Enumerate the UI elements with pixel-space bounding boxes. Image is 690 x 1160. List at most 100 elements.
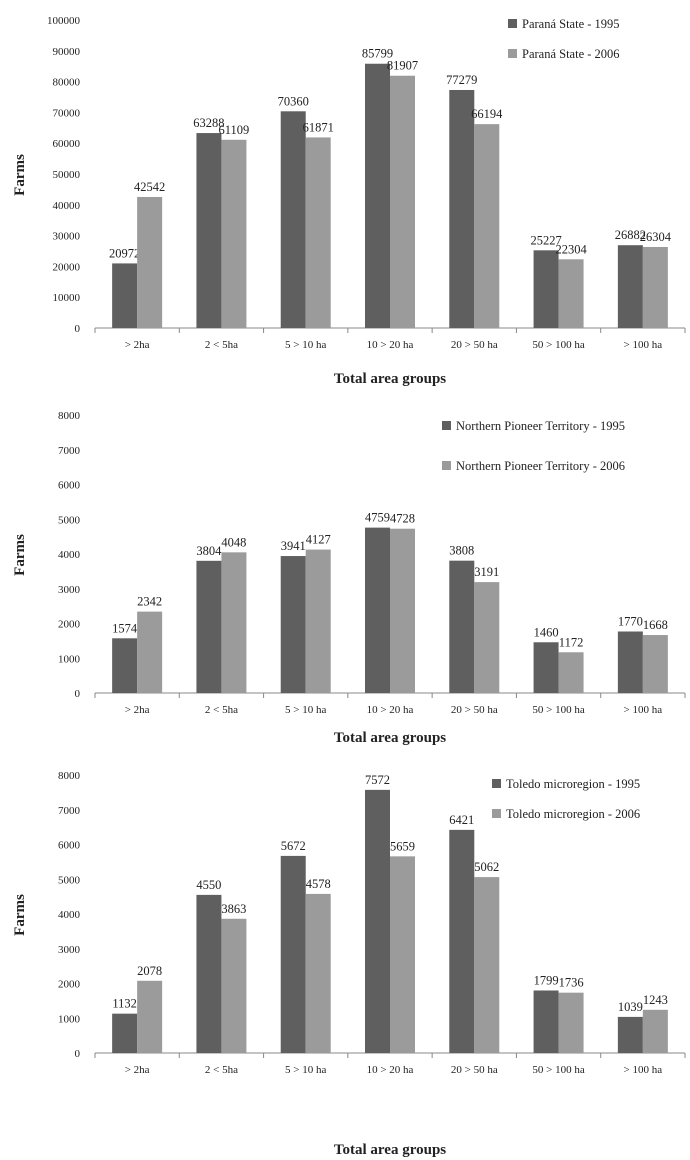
y-axis-title: Farms [12,534,28,576]
x-tick-label: > 100 ha [624,339,663,351]
x-tick-label: 10 > 20 ha [367,339,414,351]
data-label: 85799 [362,47,393,61]
bar [221,139,247,328]
legend-label: Northern Pioneer Territory - 2006 [456,459,625,473]
bar [305,549,331,693]
x-axis-title: Total area groups [334,1142,446,1158]
data-label: 1243 [643,993,668,1007]
data-label: 1039 [618,1000,643,1014]
bar [390,528,415,693]
data-label: 70360 [278,94,309,108]
bar [474,877,500,1053]
data-label: 3863 [221,902,246,916]
legend-swatch [442,461,451,470]
data-label: 4550 [196,878,221,892]
y-tick-label: 4000 [58,549,81,561]
data-label: 63288 [193,116,224,130]
y-tick-label: 3000 [58,584,81,596]
bar [642,246,668,328]
legend-label: Paraná State - 2006 [522,47,620,61]
data-label: 3191 [474,565,499,579]
x-tick-label: 50 > 100 ha [532,704,584,716]
x-tick-label: > 100 ha [624,704,663,716]
y-tick-label: 90000 [53,46,81,58]
y-tick-label: 2000 [58,979,81,991]
legend-label: Toledo microregion - 1995 [506,777,640,791]
legend-swatch [508,19,517,28]
x-axis-title: Total area groups [334,730,446,746]
y-axis-title: Farms [12,894,28,936]
x-tick-label: 20 > 50 ha [451,339,498,351]
y-tick-label: 0 [75,1048,81,1060]
chart-panel-1: 0 10000 20000 30000 40000 50000 60000 70000 8000… [12,15,686,387]
data-label: 2342 [137,595,162,609]
bar [449,89,475,328]
y-tick-label: 70000 [53,107,81,119]
bar [137,196,163,328]
bar [533,250,559,328]
data-label: 5062 [474,860,499,874]
data-label: 4759 [365,511,390,525]
y-tick-label: 5000 [58,874,81,886]
bar [137,611,163,693]
bar [558,992,584,1053]
data-label: 25227 [530,233,561,247]
y-tick-label: 8000 [58,410,81,422]
x-tick-label: 10 > 20 ha [367,704,414,716]
bar [196,894,222,1053]
y-tick-label: 3000 [58,944,81,956]
bar [390,856,415,1053]
y-tick-label: 7000 [58,445,81,457]
bar [221,918,247,1053]
x-tick-label: 50 > 100 ha [532,1064,584,1076]
bar [474,124,500,328]
x-tick-label: 20 > 50 ha [451,704,498,716]
bar [196,133,222,328]
y-tick-label: 0 [75,323,81,335]
y-tick-label: 4000 [58,909,81,921]
bar [533,642,559,693]
x-tick-label: 5 > 10 ha [285,704,326,716]
bar [280,111,306,328]
data-label: 77279 [446,73,477,87]
bar [617,631,643,693]
data-label: 1172 [559,635,584,649]
x-tick-label: 5 > 10 ha [285,339,326,351]
y-tick-label: 8000 [58,770,81,782]
data-label: 1770 [618,614,643,628]
y-tick-label: 50000 [53,169,81,181]
data-label: 26882 [615,228,646,242]
data-label: 26304 [640,230,672,244]
data-label: 66194 [471,107,503,121]
x-tick-label: > 100 ha [624,1064,663,1076]
y-tick-label: 5000 [58,514,81,526]
y-tick-label: 2000 [58,619,81,631]
x-axis-title: Total area groups [334,371,446,387]
bar [642,1009,668,1053]
bar [112,638,138,693]
bar [112,1013,138,1053]
bar [617,245,643,328]
bar [221,552,247,693]
bar [305,137,331,328]
data-label: 1736 [559,976,584,990]
data-label: 6421 [449,813,474,827]
y-tick-label: 20000 [53,261,81,273]
x-tick-label: > 2ha [125,339,150,351]
legend-swatch [442,421,451,430]
data-label: 3808 [449,544,474,558]
data-label: 5672 [281,839,306,853]
chart-panel-3: 0 1000 2000 3000 4000 5000 6000 7000 8000 1132 207… [12,770,686,1158]
data-label: 1460 [534,625,559,639]
data-label: 22304 [555,242,587,256]
legend-swatch [508,49,517,58]
legend-label: Toledo microregion - 2006 [506,807,640,821]
bar [642,635,668,693]
data-label: 3804 [196,544,222,558]
data-label: 42542 [134,180,165,194]
bar [474,582,500,693]
legend-swatch [492,779,501,788]
data-label: 7572 [365,773,390,787]
bar [533,990,559,1053]
